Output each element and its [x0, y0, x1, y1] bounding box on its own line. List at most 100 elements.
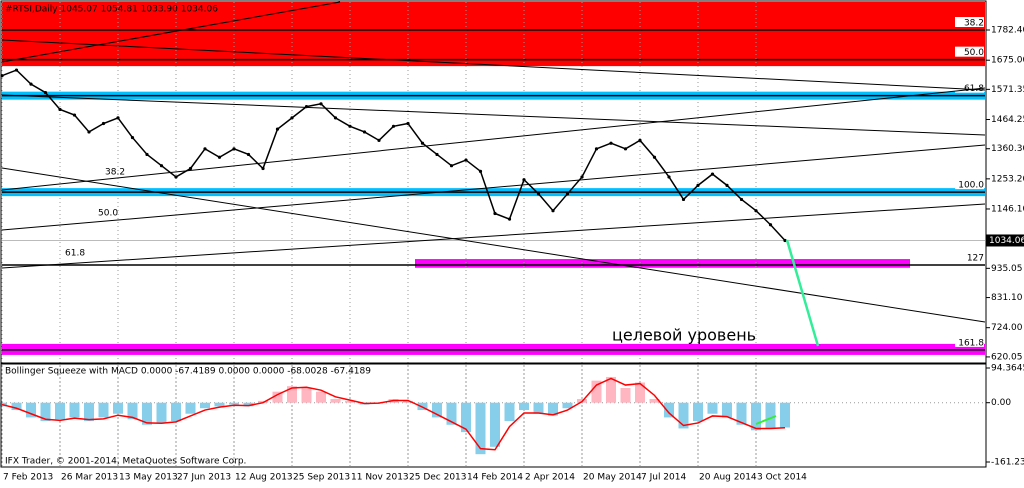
zone	[2, 2, 985, 67]
trendline	[1, 39, 986, 91]
price-point	[246, 152, 251, 157]
histogram-bar	[243, 402, 254, 407]
histogram-bar	[649, 399, 660, 403]
price-point	[449, 164, 454, 168]
histogram-bar	[185, 402, 196, 414]
histogram-bar	[229, 402, 239, 405]
price-point	[261, 166, 265, 171]
histogram-bar	[780, 402, 790, 428]
trendline	[1, 167, 986, 323]
price-point	[696, 183, 700, 187]
y-tick-label: 935.05	[991, 264, 1023, 274]
x-tick-label: 7 Feb 2013	[3, 473, 53, 483]
indicator-frame	[0, 363, 987, 468]
histogram-bar	[678, 402, 689, 429]
level-label: 50.0	[964, 48, 984, 58]
histogram-bar	[446, 402, 457, 425]
price-point	[623, 147, 628, 151]
price-point	[130, 135, 135, 140]
price-point	[710, 172, 715, 176]
histogram-bar	[533, 402, 544, 414]
level-label: 38.2	[964, 19, 984, 29]
level-label: 161.8	[958, 338, 984, 348]
price-point	[478, 169, 483, 173]
price-point	[72, 113, 77, 117]
price-point	[667, 175, 671, 179]
y-tick-label: 1782.40	[991, 26, 1024, 36]
histogram-bar	[722, 402, 732, 418]
price-point	[464, 158, 468, 162]
price-point	[217, 155, 222, 159]
histogram-bar	[490, 402, 500, 447]
histogram-bar	[765, 402, 776, 429]
x-tick-label: 20 Aug 2014	[699, 473, 757, 483]
histogram-bar	[316, 391, 326, 403]
y-tick-label: 1146.10	[991, 204, 1024, 214]
x-tick-label: 11 Nov 2013	[351, 473, 409, 483]
histogram-bar	[591, 380, 602, 403]
price-point	[232, 147, 236, 151]
histogram-bar	[606, 376, 616, 403]
price-point	[638, 138, 642, 142]
price-point	[652, 155, 657, 159]
level-label-bg	[955, 17, 984, 28]
histogram-bar	[142, 402, 152, 425]
price-point	[159, 164, 164, 168]
histogram-bar	[40, 402, 51, 422]
histogram-bar	[214, 402, 225, 407]
x-tick-label: 14 Feb 2014	[467, 473, 523, 483]
x-tick-label: 26 Mar 2013	[61, 473, 118, 483]
copyright: IFX Trader, © 2001-2014, MetaQuotes Soft…	[5, 457, 246, 467]
price-point	[522, 178, 526, 182]
histogram-bar	[200, 402, 210, 409]
fib-label: 61.8	[65, 249, 85, 259]
y-tick-label: -161.2315	[991, 458, 1024, 468]
histogram-bar	[664, 402, 674, 418]
price-frame	[0, 0, 987, 364]
level-label-bg	[955, 336, 984, 347]
histogram-bar	[11, 402, 22, 411]
price-point	[391, 124, 396, 128]
x-tick-label: 2 Apr 2014	[525, 473, 575, 483]
level-label: 100.0	[958, 181, 984, 191]
price-point	[43, 90, 48, 95]
y-tick-label: 1253.20	[991, 174, 1024, 184]
histogram-bar	[171, 402, 181, 422]
price-point	[609, 141, 613, 145]
price-point	[681, 197, 686, 202]
histogram-bar	[635, 382, 645, 403]
histogram-bar	[751, 402, 761, 431]
level-label-bg	[955, 251, 984, 262]
price-point	[739, 197, 744, 202]
histogram-bar	[287, 386, 297, 403]
y-tick-label: 620.05	[991, 352, 1023, 362]
price-point	[319, 102, 323, 106]
last-price-label: 1034.06	[989, 236, 1024, 246]
price-point	[14, 68, 19, 72]
x-tick-label: 7 Jul 2014	[641, 473, 686, 483]
price-point	[551, 209, 555, 213]
x-tick-label: 3 Oct 2014	[757, 473, 807, 483]
annotation: целевой уровень	[612, 326, 756, 345]
histogram-bar	[707, 402, 718, 414]
price-point	[420, 141, 425, 145]
price-point	[174, 175, 178, 179]
price-point	[58, 107, 62, 112]
y-tick-label: 724.00	[991, 323, 1023, 333]
price-point	[594, 147, 599, 151]
histogram-bar	[403, 400, 413, 403]
histogram-bar	[345, 400, 355, 403]
price-point	[536, 192, 541, 196]
x-tick-label: 13 May 2013	[119, 473, 178, 483]
price-point	[580, 175, 584, 179]
price-point	[754, 209, 758, 213]
price-point	[290, 116, 294, 120]
price-point	[565, 192, 570, 196]
histogram-bar	[432, 402, 442, 418]
y-tick-label: 831.10	[991, 293, 1023, 303]
trendlines	[1, 1, 986, 323]
histogram-bar	[113, 402, 123, 414]
histogram-bar	[272, 391, 283, 403]
forecast-arrow	[785, 239, 820, 347]
